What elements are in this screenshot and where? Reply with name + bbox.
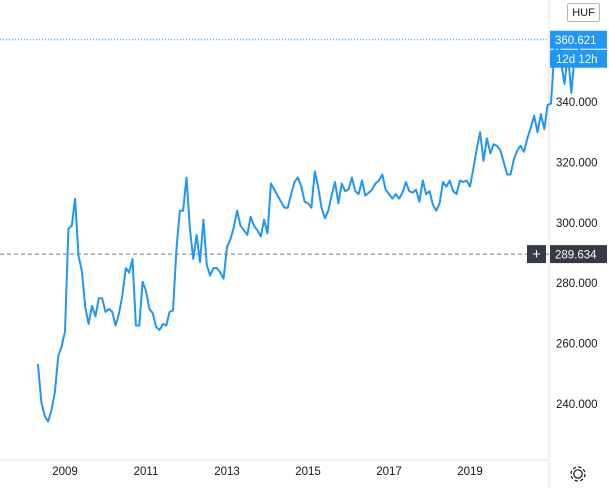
x-tick-label: 2017: [376, 466, 402, 478]
y-tick-label: 280.000: [556, 278, 598, 290]
y-tick-label: 260.000: [556, 339, 598, 351]
series-layer: [37, 36, 583, 423]
x-tick-label: 2011: [134, 466, 159, 478]
last-price-badge: [550, 30, 607, 49]
x-tick-label: 2013: [214, 466, 240, 478]
countdown-badge: [550, 49, 607, 68]
y-tick-label: 300.000: [556, 218, 598, 230]
price-badge-layer: 360.621 12d 12h + 289.634: [527, 30, 607, 264]
last-price-label: 360.621: [555, 35, 597, 47]
x-tick-label: 2019: [457, 466, 483, 478]
x-tick-label: 2015: [295, 466, 321, 478]
gear-icon: [570, 466, 586, 482]
crosshair-layer: [0, 39, 549, 255]
crosshair-price-badge: [550, 245, 607, 264]
y-tick-label: 320.000: [556, 157, 598, 169]
y-tick-label: 240.000: [556, 399, 598, 411]
series-line: [37, 36, 583, 423]
crosshair-price-label: 289.634: [555, 250, 597, 262]
countdown-label: 12d 12h: [556, 54, 598, 66]
axis-tick-layer: 240.000 260.000 280.000 300.000 320.000 340.0…: [0, 0, 598, 488]
currency-label[interactable]: HUF: [567, 3, 600, 22]
settings-button[interactable]: [566, 462, 590, 486]
x-tick-label: 2009: [52, 466, 78, 478]
plus-icon: +: [532, 246, 541, 263]
crosshair-plus-badge: [527, 245, 546, 264]
y-tick-label: 340.000: [556, 97, 598, 109]
